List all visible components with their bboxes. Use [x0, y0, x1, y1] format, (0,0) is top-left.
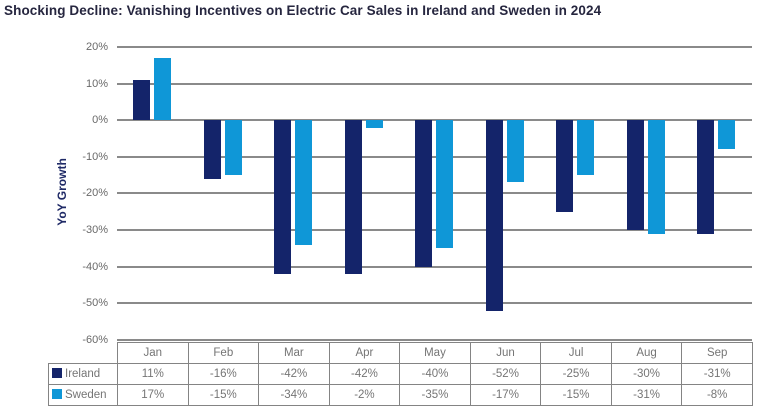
month-header-feb: Feb [187, 342, 260, 364]
y-tick-label: -20% [82, 187, 108, 200]
gridline [117, 302, 752, 305]
y-tick-label: 10% [85, 77, 108, 90]
bar-ireland-mar [274, 120, 292, 274]
bar-sweden-jul [577, 120, 595, 176]
gridline [117, 338, 752, 341]
legend-cell-sweden: Sweden [48, 384, 118, 406]
value-cell-ireland-feb: -16% [187, 363, 260, 385]
table-header-row: Jan Feb Mar Apr May Jun Jul Aug Sep [49, 342, 753, 364]
value-cell-sweden-jul: -15% [540, 384, 612, 406]
gridline [117, 82, 752, 85]
legend-label-sweden: Sweden [65, 389, 107, 401]
bar-sweden-aug [647, 120, 665, 234]
value-cell-ireland-jul: -25% [540, 363, 612, 385]
month-header-jun: Jun [469, 342, 542, 364]
legend-label-ireland: Ireland [65, 368, 101, 380]
gridline [117, 46, 752, 48]
value-cell-ireland-aug: -30% [610, 363, 683, 385]
value-cell-ireland-apr: -42% [328, 363, 401, 385]
bar-ireland-jan [133, 79, 150, 121]
month-header-jul: Jul [540, 342, 612, 364]
data-table: Jan Feb Mar Apr May Jun Jul Aug Sep Ireland 11% -16… [48, 342, 753, 406]
gridline [117, 155, 752, 158]
bar-sweden-apr [365, 120, 383, 128]
gridline [117, 229, 752, 231]
bar-group-may [399, 47, 470, 340]
gridline [117, 192, 752, 195]
value-cell-sweden-mar: -34% [258, 384, 330, 406]
month-header-jan: Jan [117, 342, 189, 364]
bar-group-feb [188, 47, 259, 340]
value-cell-sweden-apr: -2% [328, 384, 401, 406]
plot-area [117, 46, 752, 341]
bar-sweden-jan [154, 57, 171, 121]
value-cell-ireland-mar: -42% [258, 363, 330, 385]
table-row-sweden: Sweden 17% -15% -34% -2% -35% -17% -15% -31% -8% [48, 384, 753, 406]
table-row-ireland: Ireland 11% -16% -42% -42% -40% -52% -25% -30% -3… [48, 363, 753, 385]
bar-group-apr [329, 47, 400, 340]
bar-group-aug [611, 47, 682, 340]
y-tick-label: -40% [82, 260, 108, 273]
bar-ireland-may [415, 120, 433, 267]
y-tick-label: 20% [85, 41, 108, 53]
bar-group-jun [470, 47, 541, 340]
y-tick-label: -10% [82, 150, 108, 163]
legend-swatch-sweden-icon [52, 389, 62, 399]
bar-sweden-mar [295, 120, 313, 245]
bar-ireland-apr [344, 120, 362, 274]
month-header-mar: Mar [258, 342, 330, 364]
legend-swatch-ireland-icon [52, 368, 62, 378]
bar-sweden-sep [718, 120, 736, 150]
bar-sweden-feb [224, 120, 242, 176]
gridline [117, 119, 752, 122]
y-tick-label: -50% [82, 297, 108, 310]
legend-cell-ireland: Ireland [48, 363, 118, 385]
month-header-apr: Apr [328, 342, 401, 364]
bar-ireland-jun [485, 120, 503, 311]
bar-ireland-jul [556, 120, 574, 212]
bar-group-jul [540, 47, 611, 340]
y-tick-label: -60% [82, 333, 108, 346]
value-cell-ireland-jun: -52% [469, 363, 542, 385]
bar-ireland-sep [697, 120, 715, 234]
bar-group-mar [258, 47, 329, 340]
month-header-aug: Aug [610, 342, 683, 364]
bar-sweden-may [436, 120, 454, 249]
y-tick-label: -30% [82, 224, 108, 236]
month-header-sep: Sep [681, 342, 753, 364]
value-cell-ireland-may: -40% [399, 363, 471, 385]
value-cell-sweden-aug: -31% [610, 384, 683, 406]
bar-ireland-feb [203, 120, 221, 179]
value-cell-sweden-may: -35% [399, 384, 471, 406]
value-cell-sweden-sep: -8% [681, 384, 753, 406]
month-header-may: May [399, 342, 471, 364]
value-cell-sweden-jan: 17% [117, 384, 189, 406]
bar-sweden-jun [506, 120, 524, 183]
bar-ireland-aug [626, 120, 644, 230]
bar-group-jan [117, 47, 188, 340]
gridline [117, 265, 752, 268]
value-cell-sweden-jun: -17% [469, 384, 542, 406]
value-cell-ireland-jan: 11% [117, 363, 189, 385]
bar-group-sep [681, 47, 752, 340]
value-cell-sweden-feb: -15% [187, 384, 260, 406]
chart-title: Shocking Decline: Vanishing Incentives o… [4, 3, 602, 18]
value-cell-ireland-sep: -31% [681, 363, 753, 385]
y-tick-label: 0% [92, 114, 108, 127]
